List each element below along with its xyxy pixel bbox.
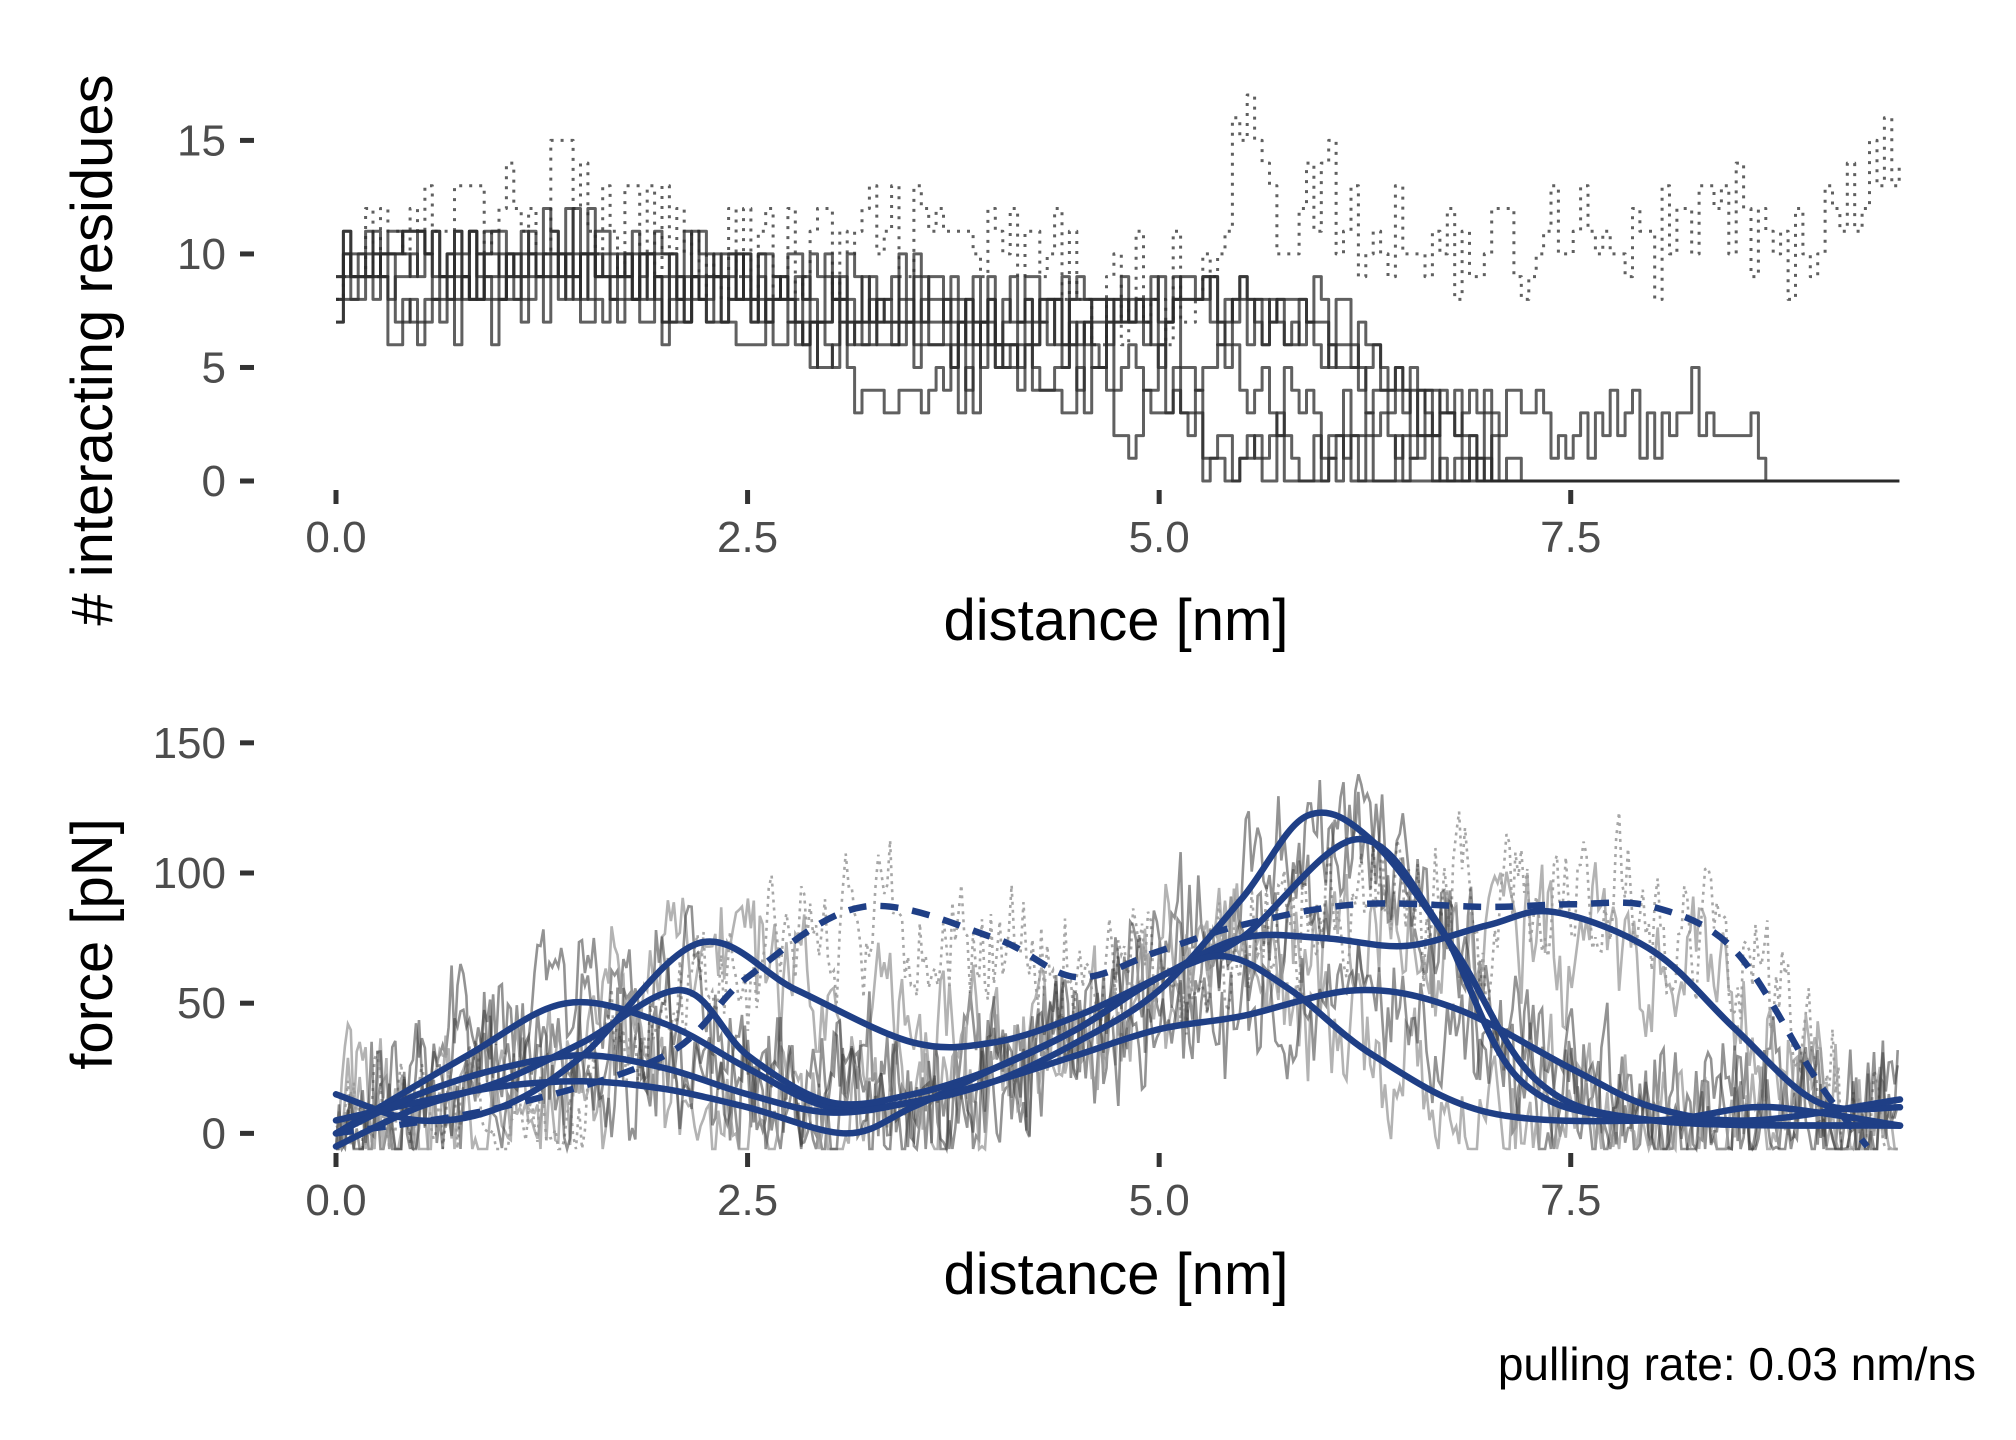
bottom-y-axis: 0 50 100 150 [153,719,254,1158]
bottom-y-axis-title: force [pN] [60,818,125,1069]
top-x-axis-title: distance [nm] [944,588,1289,653]
top-y-axis: 0 5 10 15 [177,116,254,506]
pulling-rate-caption: pulling rate: 0.03 nm/ns [1498,1338,1976,1390]
bottom-y-tick-label: 50 [177,979,226,1028]
top-x-tick-label: 0.0 [305,513,366,562]
top-trace-line [336,207,1900,483]
top-trace-line [336,252,1900,483]
top-trace-line [336,229,1900,483]
top-trace-layer [336,93,1901,483]
bottom-x-tick-label: 2.5 [717,1176,778,1225]
smoothed-force-layer [332,809,1904,1150]
bottom-x-tick-label: 7.5 [1540,1176,1601,1225]
raw-force-line [335,862,1898,1152]
interacting-residues-panel: 0 5 10 15 0.0 2.5 5.0 7.5 distance [nm] # inte… [60,74,1901,653]
top-x-tick-label: 5.0 [1129,513,1190,562]
bottom-y-tick-label: 150 [153,719,226,768]
top-y-tick-label: 0 [202,457,226,506]
top-trace-line [336,229,1900,483]
smoothed-force-line [335,899,1870,1149]
bottom-x-tick-label: 5.0 [1129,1176,1190,1225]
top-x-tick-label: 7.5 [1540,513,1601,562]
bottom-y-tick-label: 0 [202,1109,226,1158]
top-x-tick-label: 2.5 [717,513,778,562]
top-y-tick-label: 15 [177,116,226,165]
force-panel: 0 50 100 150 0.0 2.5 5.0 7.5 distance [nm] for… [60,719,1904,1307]
top-x-axis: 0.0 2.5 5.0 7.5 [305,490,1601,562]
raw-force-line [334,940,1899,1155]
raw-force-layer [334,773,1899,1155]
bottom-x-axis-title: distance [nm] [944,1242,1289,1307]
smoothed-force-line [332,986,1904,1137]
bottom-x-tick-label: 0.0 [305,1176,366,1225]
top-y-tick-label: 5 [202,343,226,392]
top-trace-line [336,229,1900,483]
top-y-tick-label: 10 [177,230,226,279]
top-trace-line [336,207,1900,483]
bottom-y-tick-label: 100 [153,849,226,898]
top-y-axis-title: # interacting residues [60,74,125,625]
smoothed-force-line [332,952,1904,1137]
top-trace-line [336,93,1901,347]
bottom-x-axis: 0.0 2.5 5.0 7.5 [305,1153,1601,1225]
